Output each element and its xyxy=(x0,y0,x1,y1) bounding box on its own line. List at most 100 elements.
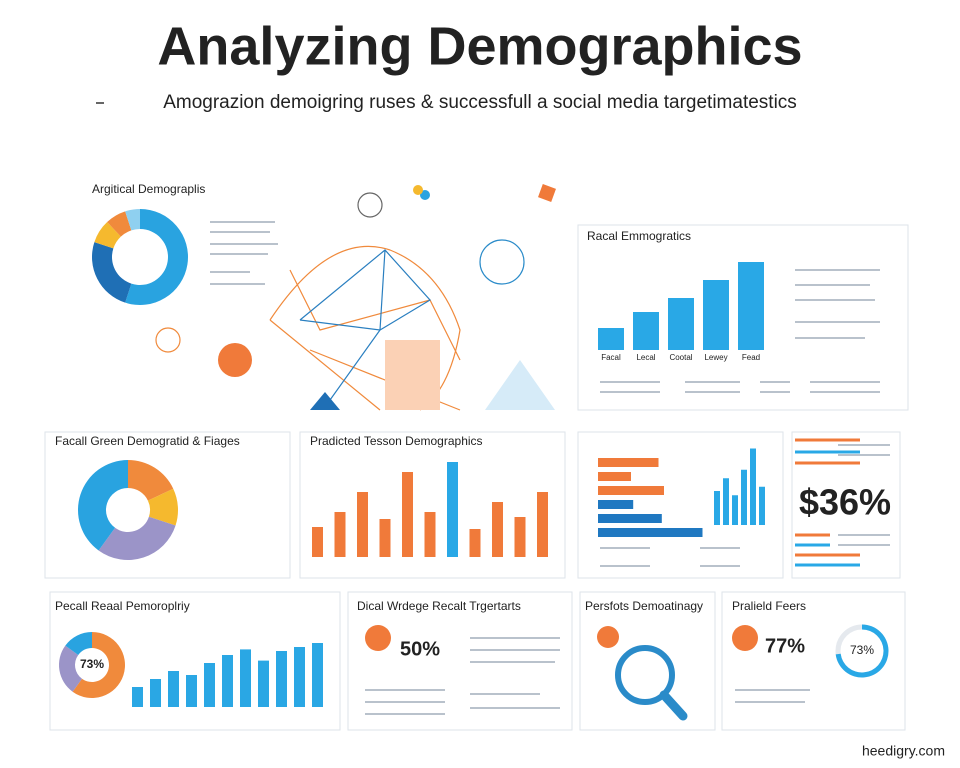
network-decoration xyxy=(155,184,556,411)
bar xyxy=(537,492,548,557)
network-lines xyxy=(269,245,461,411)
donut-slice xyxy=(72,632,125,698)
bar xyxy=(379,519,391,557)
panel-frame xyxy=(791,431,901,579)
accent-lines xyxy=(795,450,860,567)
dot-deco xyxy=(420,190,430,200)
bar xyxy=(402,472,413,557)
magnifier-handle xyxy=(659,690,688,721)
panel-frame xyxy=(49,591,341,731)
panel-title: Persfots Demoatinagy xyxy=(585,599,703,613)
bar xyxy=(514,517,526,557)
donut-slice xyxy=(125,209,189,306)
bar xyxy=(312,643,323,707)
bar xyxy=(668,298,694,350)
gauge-label: 73% xyxy=(850,643,874,657)
bar xyxy=(204,663,215,707)
panel-title: Racal Emmogratics xyxy=(587,229,691,243)
bar xyxy=(312,527,323,557)
block-deco xyxy=(385,340,440,410)
bar xyxy=(334,512,346,557)
bar xyxy=(222,655,233,707)
icon xyxy=(597,626,619,648)
house-deco xyxy=(485,360,555,410)
x-tick-label: Lecal xyxy=(636,353,655,362)
donut-center-label: 73% xyxy=(80,657,104,671)
dot-deco xyxy=(413,185,423,195)
icon xyxy=(365,625,391,651)
bar xyxy=(469,529,481,557)
donut-slice xyxy=(147,488,178,526)
donut-slice xyxy=(77,460,128,551)
circle-deco xyxy=(218,343,252,377)
x-tick-label: Cootal xyxy=(669,353,692,362)
hbar xyxy=(598,486,664,495)
footer: heedigry.com xyxy=(862,743,945,759)
bar xyxy=(294,647,305,707)
x-tick-label: Lewey xyxy=(704,353,727,362)
bar xyxy=(759,486,765,525)
donut-slice xyxy=(98,516,176,560)
panel-frame xyxy=(347,591,573,731)
bar xyxy=(732,495,738,525)
donut-slice xyxy=(125,209,140,231)
donut-slice xyxy=(107,211,132,237)
panel-title: Pecall Reaal Pemoroplriy xyxy=(55,599,190,613)
bar xyxy=(168,671,179,707)
panel-title: Facall Green Demogratid & Fiages xyxy=(55,434,240,448)
bar xyxy=(714,491,720,525)
stat-value: 50% xyxy=(400,638,440,660)
bar xyxy=(492,502,503,557)
bar xyxy=(150,679,161,707)
icon xyxy=(732,625,758,651)
placeholder-lines xyxy=(210,221,890,715)
bar xyxy=(424,512,436,557)
panel-frame xyxy=(577,224,909,411)
bar xyxy=(633,312,659,350)
bar xyxy=(132,687,143,707)
bar xyxy=(186,675,197,707)
target-deco xyxy=(357,192,383,218)
bar xyxy=(738,262,764,350)
subtitle: Amograzion demoigring ruses & successful… xyxy=(163,92,797,113)
globe-deco xyxy=(479,239,525,285)
stat-value: 77% xyxy=(765,635,805,657)
bar xyxy=(598,328,624,350)
x-tick-label: Facal xyxy=(601,353,621,362)
panel-frame xyxy=(44,431,291,579)
panel-title: Dical Wrdege Recalt Trgertarts xyxy=(357,599,521,613)
panel-frame xyxy=(577,431,784,579)
accent-lines xyxy=(795,438,860,557)
bar xyxy=(357,492,368,557)
bar xyxy=(703,280,729,350)
donut-slice xyxy=(94,222,121,249)
square-deco xyxy=(538,184,556,202)
hbar xyxy=(598,500,634,509)
donut-slice xyxy=(128,460,174,501)
panel-frame xyxy=(299,431,566,579)
panel-title: Pralield Feers xyxy=(732,599,806,613)
bar xyxy=(723,478,729,525)
triangle-deco xyxy=(310,392,340,410)
bar xyxy=(750,448,756,525)
hbar xyxy=(598,514,662,523)
donut-slice xyxy=(65,632,92,656)
bar xyxy=(447,462,458,557)
bar xyxy=(276,651,287,707)
panel-frame xyxy=(721,591,906,731)
magnifier xyxy=(615,645,675,705)
panel-frame xyxy=(579,591,716,731)
hbar xyxy=(598,458,659,467)
network-lines xyxy=(299,249,431,401)
hbar xyxy=(598,472,631,481)
donut-slice xyxy=(91,242,132,303)
x-tick-label: Fead xyxy=(742,353,760,362)
stat-value: $36% xyxy=(799,482,891,523)
hbar xyxy=(598,528,703,537)
globe-deco xyxy=(155,327,181,353)
panel-title: Argitical Demograplis xyxy=(92,182,205,196)
bar xyxy=(258,660,269,707)
page-title: Analyzing Demographics xyxy=(157,16,802,76)
panel-title: Pradicted Tesson Demographics xyxy=(310,434,483,448)
